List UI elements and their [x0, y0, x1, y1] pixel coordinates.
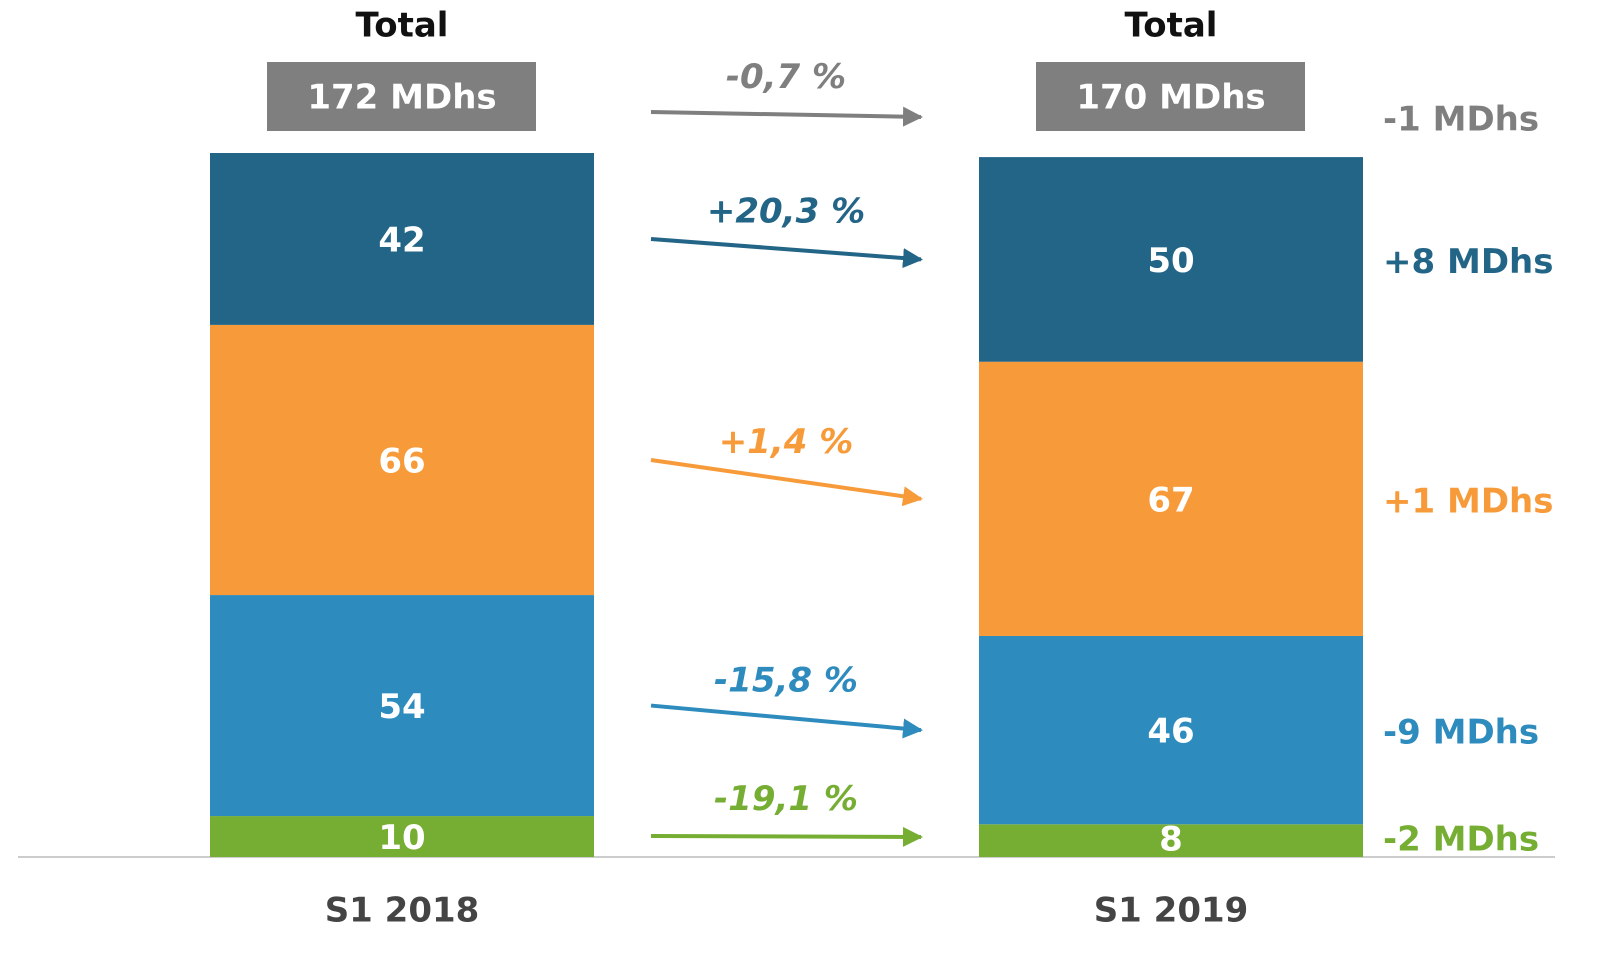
segment-label: 50: [1147, 241, 1194, 281]
bar-segment: [210, 816, 594, 857]
change-arrow: [650, 703, 923, 739]
change-arrow: [650, 236, 923, 269]
segment-label: 10: [378, 818, 425, 858]
delta-label: +8 MDhs: [1383, 242, 1553, 282]
growth-label: +20,3 %: [707, 192, 865, 232]
segment-label: 67: [1147, 480, 1194, 520]
x-tick-label: S1 2019: [1094, 891, 1249, 931]
growth-label: -15,8 %: [714, 660, 858, 700]
total-heading: Total: [356, 6, 449, 46]
delta-label: -9 MDhs: [1383, 713, 1539, 753]
delta-label: -1 MDhs: [1383, 100, 1539, 140]
change-arrow: [650, 457, 923, 507]
x-tick-label: S1 2018: [325, 891, 480, 931]
total-heading: Total: [1125, 6, 1218, 46]
bar-segment: [979, 157, 1363, 362]
total-label: 170 MDhs: [1076, 78, 1265, 118]
growth-label: -19,1 %: [714, 779, 858, 819]
change-arrow: [650, 106, 923, 127]
bar-segment: [979, 361, 1363, 636]
total-box: [1036, 62, 1305, 131]
bar-segment: [210, 324, 594, 596]
bar-segment: [210, 153, 594, 325]
total-label: 172 MDhs: [307, 78, 496, 118]
total-box: [267, 62, 536, 131]
bar-segment: [210, 595, 594, 817]
growth-label: -0,7 %: [726, 57, 846, 97]
bar-segment: [979, 824, 1363, 857]
segment-label: 54: [378, 687, 425, 727]
segment-label: 8: [1159, 820, 1183, 860]
delta-label: +1 MDhs: [1383, 481, 1553, 521]
growth-label: +1,4 %: [719, 422, 854, 462]
segment-label: 46: [1147, 712, 1194, 752]
segment-label: 66: [378, 441, 425, 481]
delta-label: -2 MDhs: [1383, 820, 1539, 860]
change-arrow: [650, 826, 923, 847]
bar-segment: [979, 635, 1363, 825]
segment-label: 42: [378, 220, 425, 260]
